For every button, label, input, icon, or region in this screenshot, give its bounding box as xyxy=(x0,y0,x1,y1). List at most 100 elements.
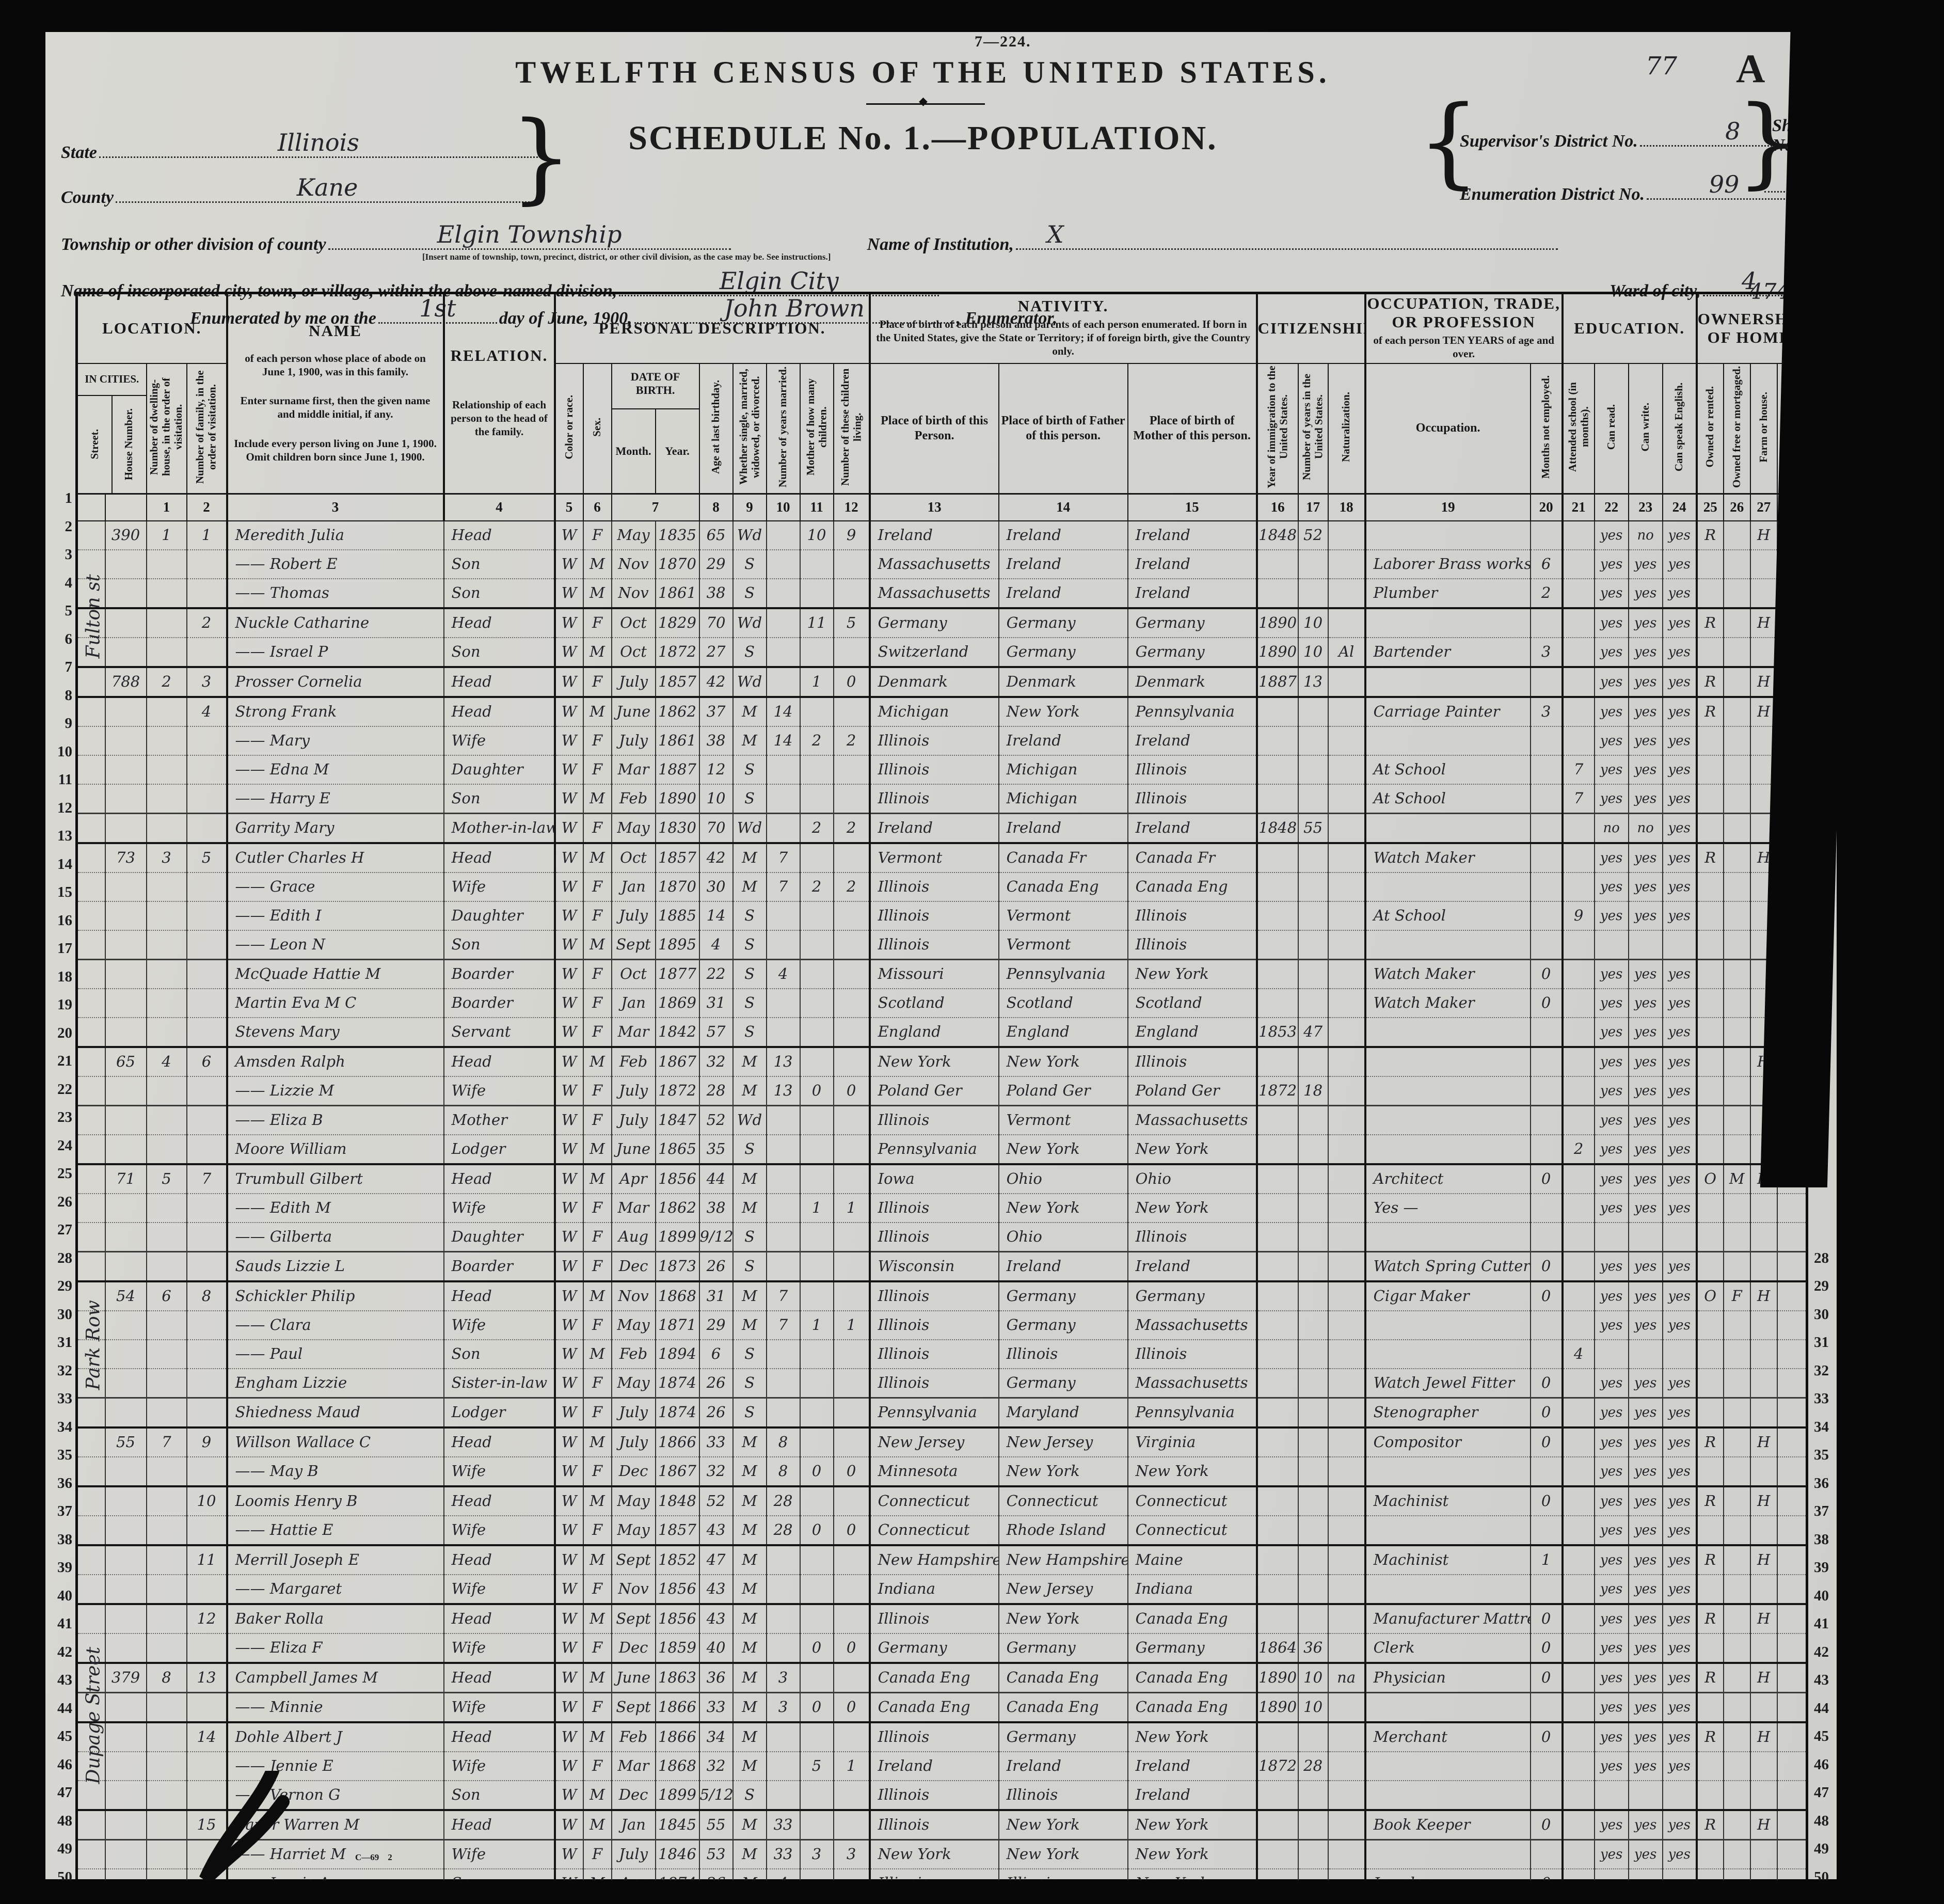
cell-imm: 1890 xyxy=(1255,1692,1299,1723)
cell-occ xyxy=(1364,930,1531,960)
cell-by: 1872 xyxy=(655,637,700,668)
cell-rel: Lodger xyxy=(443,1398,555,1429)
cell-rel: Son xyxy=(443,578,555,609)
cell-pb3: Illinois xyxy=(1127,901,1257,931)
paper-sheet: 7—224. TWELFTH CENSUS OF THE UNITED STAT… xyxy=(45,31,1837,1904)
line-number-left: 21 xyxy=(57,1053,72,1069)
cell-imm xyxy=(1255,1604,1299,1634)
cell-en xyxy=(1662,1339,1697,1369)
cell-ym: 7 xyxy=(766,1310,801,1340)
cell-fh: H xyxy=(1750,1281,1778,1311)
cell-fh: H xyxy=(1750,667,1778,698)
cell-mne: 0 xyxy=(1530,1398,1563,1429)
cell-moth xyxy=(800,696,834,727)
state-value: Illinois xyxy=(277,129,359,156)
edge-right xyxy=(1837,0,1944,1904)
cell-fm xyxy=(1723,959,1751,989)
col-birth-father-label: Place of birth of Father of this person. xyxy=(998,362,1128,494)
cell-moth xyxy=(800,1281,834,1311)
cell-dw: 4 xyxy=(146,1046,187,1077)
cell-fm xyxy=(1723,1339,1751,1369)
line-number-left: 3 xyxy=(65,546,73,563)
line-number-left: 10 xyxy=(57,743,72,760)
cell-fm xyxy=(1723,1545,1751,1575)
col-can-read-label: Can read. xyxy=(1594,362,1629,494)
cell-street xyxy=(76,1427,106,1457)
cell-fam xyxy=(186,1134,228,1165)
cell-occ xyxy=(1364,1339,1531,1369)
cell-pb2: Canada Fr xyxy=(998,843,1128,873)
cell-bm: May xyxy=(611,1368,656,1399)
cell-street xyxy=(76,813,106,844)
cell-sex: M xyxy=(583,696,612,727)
state-line: State Illinois xyxy=(61,126,538,163)
cell-pb2: New York xyxy=(998,696,1128,727)
table-row: Stevens Mary Servant W F Mar 1842 57 S England En… xyxy=(76,1017,1808,1048)
cell-own xyxy=(1695,1076,1724,1106)
cell-moth xyxy=(800,1604,834,1634)
col-mother-label: Mother of how many children. xyxy=(799,362,834,494)
line-number-left: 4 xyxy=(65,574,73,591)
cell-nat xyxy=(1328,696,1366,727)
cell-wr: yes xyxy=(1628,1515,1663,1546)
cell-street xyxy=(76,930,106,960)
line-number-left: 1 xyxy=(65,490,73,506)
cell-by: 1899 xyxy=(655,1780,700,1811)
cell-occ: Bartender xyxy=(1364,637,1531,668)
cell-liv: 5 xyxy=(833,608,870,638)
cell-pb1: Illinois xyxy=(868,1310,999,1340)
col-sex-label: Sex. xyxy=(582,362,612,494)
cell-age: 26 xyxy=(699,1398,734,1429)
cell-own xyxy=(1695,1839,1724,1869)
line-number-left: 30 xyxy=(57,1306,72,1323)
cell-own xyxy=(1695,1398,1724,1429)
cell-ms: S xyxy=(732,1017,767,1048)
cell-ms: S xyxy=(732,988,767,1018)
table-row: —— Israel P Son W M Oct 1872 27 S Switzerland Ger… xyxy=(76,637,1808,668)
cell-dw xyxy=(146,755,187,785)
cell-pb2: New York xyxy=(998,1810,1128,1840)
cell-age: 32 xyxy=(699,1751,734,1781)
cell-dw xyxy=(146,1545,187,1575)
cell-sch: 9 xyxy=(1561,901,1595,931)
footer-code: C—69 2 xyxy=(355,1852,392,1862)
cell-mne: 0 xyxy=(1530,1427,1563,1457)
cell-imm xyxy=(1255,755,1299,785)
cell-mne xyxy=(1530,1017,1563,1048)
cell-ym: 33 xyxy=(766,1839,801,1869)
cell-bm: Oct xyxy=(611,637,656,668)
cell-rel: Servant xyxy=(443,1017,555,1048)
cell-pb3: Germany xyxy=(1127,1281,1257,1311)
cell-house: 65 xyxy=(105,1046,147,1077)
cell-ym xyxy=(766,667,801,698)
cell-imm: 1890 xyxy=(1255,637,1299,668)
cell-wr: yes xyxy=(1628,1839,1663,1869)
col-children-living-label: Number of these children living. xyxy=(833,362,870,494)
line-number-right: 39 xyxy=(1814,1559,1829,1576)
cell-sex: M xyxy=(583,1339,612,1369)
line-number-left: 11 xyxy=(58,771,72,788)
cell-dw: 5 xyxy=(146,1164,187,1194)
cell-liv xyxy=(833,1722,870,1752)
cell-sex: M xyxy=(583,784,612,814)
cell-bm: Mar xyxy=(611,1751,656,1781)
cell-bm: July xyxy=(611,1839,656,1869)
cell-moth xyxy=(800,1780,834,1811)
cell-fam xyxy=(186,1751,228,1781)
cell-house xyxy=(105,1368,147,1399)
cell-pb2: New York xyxy=(998,1193,1128,1223)
cell-rd: yes xyxy=(1594,1574,1629,1605)
cell-wr xyxy=(1628,1339,1663,1369)
cell-fm xyxy=(1723,872,1751,902)
cell-moth xyxy=(800,1722,834,1752)
cell-occ: Machinist xyxy=(1364,1486,1531,1516)
cell-yrs xyxy=(1298,755,1329,785)
cell-mne xyxy=(1530,784,1563,814)
cell-moth xyxy=(800,1105,834,1135)
cell-age: 37 xyxy=(699,696,734,727)
cell-pb2: Canada Eng xyxy=(998,1662,1128,1693)
line-number-left: 47 xyxy=(57,1784,72,1801)
col-immigration-label: Year of immigration to the United States… xyxy=(1255,362,1299,494)
cell-sex: F xyxy=(583,1251,612,1282)
cell-moth xyxy=(800,1222,834,1252)
